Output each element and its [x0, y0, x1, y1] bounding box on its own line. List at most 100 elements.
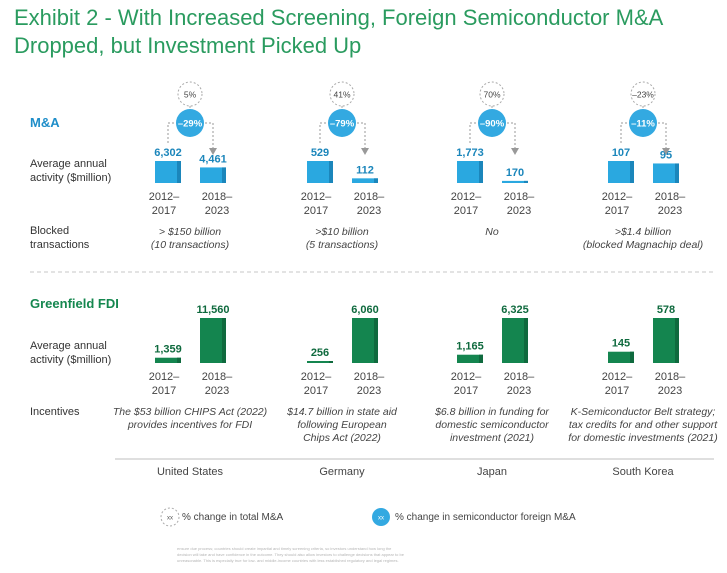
title-line-1: Exhibit 2 - With Increased Screening, Fo…: [14, 5, 664, 30]
ma-bar-2012-2017-edge: [479, 161, 483, 183]
footnote-line-2: decision will take and have confidence i…: [177, 552, 404, 557]
legend-total-icon: [160, 507, 180, 527]
exhibit-title: Exhibit 2 - With Increased Screening, Fo…: [14, 4, 714, 60]
ma-bar-2018-2023: [200, 167, 226, 183]
fdi-bar-2018-2023-edge: [524, 318, 528, 363]
ma-bar-2018-2023: [653, 163, 679, 183]
incentives-line: provides incentives for FDI: [127, 419, 253, 431]
ma-bar-2018-2023-edge: [675, 163, 679, 183]
blocked-transactions-line: No: [485, 226, 499, 238]
semiconductor-ma-change-circle: [328, 109, 356, 137]
fdi-bar-2012-2017-edge: [479, 354, 483, 363]
ma-arrow-right: [658, 122, 667, 148]
blocked-transactions-line: (blocked Magnachip deal): [582, 239, 704, 251]
incentives-text: $14.7 billion in state aid following Euro…: [264, 406, 420, 445]
ma-value-2018-2023: 112: [356, 164, 374, 176]
total-ma-change-circle: [329, 81, 355, 107]
blocked-transactions-line: >$1.4 billion: [614, 226, 672, 238]
ma-period-label: 2023: [205, 205, 229, 217]
fdi-period-label: 2017: [304, 385, 328, 397]
fdi-bar-2012-2017: [155, 357, 181, 363]
ma-arrow-down-icon: [209, 148, 217, 155]
country-label: Japan: [477, 466, 507, 478]
semiconductor-ma-change-value: –29%: [178, 119, 203, 130]
fdi-period-label: 2017: [605, 385, 629, 397]
ma-value-2012-2017: 6,302: [154, 147, 182, 159]
ma-bar-2018-2023-edge: [524, 180, 528, 183]
fdi-value-2018-2023: 6,060: [351, 304, 379, 316]
incentives-text: The $53 billion CHIPS Act (2022) provides…: [112, 406, 268, 432]
row-label-fdi-activity: Average annual activity ($million): [30, 339, 111, 367]
fdi-bar-2018-2023: [352, 318, 378, 363]
fdi-bar-2018-2023: [200, 318, 226, 363]
fdi-bar-2012-2017: [457, 354, 483, 363]
blocked-transactions: >$1.4 billion (blocked Magnachip deal): [568, 226, 718, 252]
semiconductor-ma-change-value: –90%: [480, 119, 505, 130]
ma-value-2012-2017: 529: [311, 147, 329, 159]
ma-arrow-down-icon: [662, 148, 670, 155]
fdi-bar-2012-2017-edge: [177, 357, 181, 363]
ma-period-label: 2018–: [504, 191, 535, 203]
ma-period-label: 2017: [152, 205, 176, 217]
incentives-line: Chips Act (2022): [303, 432, 381, 444]
blocked-transactions: > $150 billion (10 transactions): [115, 226, 265, 252]
ma-bar-2012-2017-edge: [630, 161, 634, 183]
fdi-period-label: 2018–: [354, 371, 385, 383]
fdi-period-label: 2023: [357, 385, 381, 397]
legend-semi-label: % change in semiconductor foreign M&A: [395, 512, 576, 523]
blocked-transactions: No: [417, 226, 567, 239]
ma-arrow-left: [167, 122, 175, 143]
country-label: United States: [156, 466, 224, 478]
ma-arrow-left: [620, 122, 628, 143]
row-label-blocked-line-1: Blocked: [30, 225, 70, 237]
fdi-period-label: 2012–: [451, 371, 482, 383]
total-ma-change-circle: [177, 81, 203, 107]
ma-bar-2012-2017-edge: [329, 161, 333, 183]
ma-bar-2018-2023: [352, 178, 378, 183]
legend-semi-icon: [372, 508, 390, 526]
row-label-fdi-activity-line-1: Average annual: [30, 340, 107, 352]
fdi-value-2012-2017: 256: [311, 347, 329, 359]
legend-total-label: % change in total M&A: [182, 512, 284, 523]
incentives-line: tax credits for and other support: [568, 419, 718, 431]
fdi-period-label: 2012–: [149, 371, 180, 383]
ma-period-label: 2017: [304, 205, 328, 217]
footnote-line-1: ensure due process; countries should cre…: [177, 546, 392, 551]
ma-period-label: 2023: [658, 205, 682, 217]
blocked-transactions-line: >$10 billion: [315, 226, 369, 238]
ma-bar-2012-2017: [608, 161, 634, 183]
fdi-value-2018-2023: 578: [657, 304, 675, 316]
ma-period-label: 2012–: [301, 191, 332, 203]
blocked-transactions: >$10 billion (5 transactions): [267, 226, 417, 252]
row-label-ma-activity: Average annual activity ($million): [30, 157, 111, 185]
ma-arrow-right: [357, 122, 366, 148]
ma-bar-2012-2017-edge: [177, 161, 181, 183]
row-label-blocked-line-2: transactions: [30, 239, 90, 251]
ma-period-label: 2017: [605, 205, 629, 217]
ma-value-2012-2017: 1,773: [456, 147, 484, 159]
row-label-ma-activity-line-2: activity ($million): [30, 172, 112, 184]
ma-arrow-left: [469, 122, 477, 143]
fdi-value-2018-2023: 6,325: [501, 304, 529, 316]
total-ma-change-circle: [479, 81, 505, 107]
ma-period-label: 2012–: [451, 191, 482, 203]
title-line-2: Dropped, but Investment Picked Up: [14, 33, 362, 58]
fdi-period-label: 2023: [507, 385, 531, 397]
incentives-line: The $53 billion CHIPS Act (2022): [112, 406, 268, 418]
incentives-line: K-Semiconductor Belt strategy;: [570, 406, 716, 418]
blocked-transactions-line: (5 transactions): [305, 239, 379, 251]
ma-arrow-right: [205, 122, 214, 148]
row-label-incentives: Incentives: [30, 406, 80, 418]
fdi-period-label: 2017: [454, 385, 478, 397]
incentives-line: for domestic investments (2021): [568, 432, 718, 444]
section-label-ma: M&A: [30, 115, 60, 130]
incentives-line: following European: [297, 419, 387, 431]
semiconductor-ma-change-circle: [176, 109, 204, 137]
blocked-transactions-line: > $150 billion: [158, 226, 222, 238]
fdi-bar-2018-2023: [502, 318, 528, 363]
incentives-line: domestic semiconductor: [435, 419, 549, 431]
row-label-fdi-activity-line-2: activity ($million): [30, 354, 112, 366]
semiconductor-ma-change-value: –11%: [631, 119, 655, 130]
fdi-period-label: 2023: [205, 385, 229, 397]
